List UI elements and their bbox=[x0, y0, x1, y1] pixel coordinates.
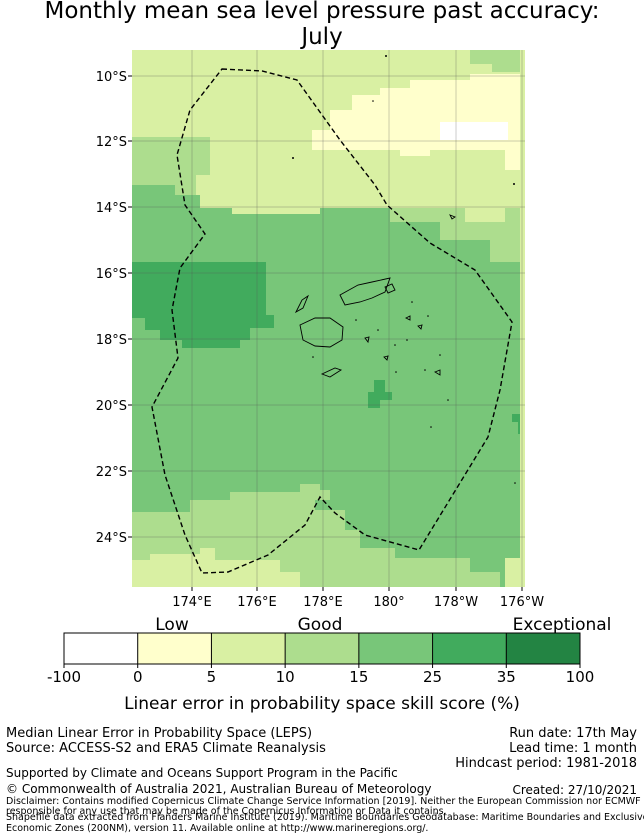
lat-label-14s: 14°S bbox=[96, 201, 127, 216]
lat-label-20s: 20°S bbox=[96, 399, 127, 414]
footer-disclaimer-2: responsible for any use that may be made… bbox=[6, 806, 447, 817]
colorbar-swatch-4 bbox=[358, 633, 433, 664]
lat-label-18s: 18°S bbox=[96, 333, 127, 348]
colorbar: Low Good Exceptional -100 0 5 10 15 25 35 100 L… bbox=[47, 615, 611, 714]
colorbar-ticks bbox=[63, 633, 581, 668]
colorbar-tick-label-0: -100 bbox=[47, 668, 81, 686]
footer-support: Supported by Climate and Oceans Support … bbox=[6, 766, 398, 780]
island-lau-2 bbox=[417, 324, 423, 330]
eez-boundary bbox=[151, 68, 513, 574]
lon-label-176w: 176°W bbox=[500, 595, 544, 610]
lon-label-174e: 174°E bbox=[172, 595, 212, 610]
island-small-3 bbox=[433, 369, 441, 376]
footer-shapefile-1: Shapefile data extracted from Flanders M… bbox=[6, 812, 644, 823]
footer-disclaimer-1: Disclaimer: Contains modified Copernicus… bbox=[6, 796, 644, 807]
skill-region-green-patch bbox=[368, 380, 392, 408]
lat-label-16s: 16°S bbox=[96, 267, 127, 282]
colorbar-category-good: Good bbox=[298, 615, 343, 635]
colorbar-category-exceptional: Exceptional bbox=[513, 615, 612, 635]
island-viti-levu bbox=[299, 317, 344, 348]
island-kadavu bbox=[320, 367, 343, 378]
island-lau-1 bbox=[404, 315, 411, 321]
lat-label-24s: 24°S bbox=[96, 531, 127, 546]
colorbar-swatch-0 bbox=[64, 633, 138, 664]
footer-run-date: Run date: 17th May bbox=[509, 726, 637, 741]
footer-source: Source: ACCESS-S2 and ERA5 Climate Reana… bbox=[6, 741, 326, 756]
map-panel: 10°S 12°S 14°S 16°S 18°S 20°S 22°S 24°S … bbox=[96, 50, 544, 610]
skill-region-pale-south bbox=[132, 548, 300, 587]
axis-ticks bbox=[128, 75, 523, 591]
colorbar-swatch-5 bbox=[432, 633, 507, 664]
island-small-1 bbox=[364, 336, 370, 344]
colorbar-outline bbox=[63, 632, 581, 665]
skill-region-light-west bbox=[132, 137, 210, 195]
footer-lead-time: Lead time: 1 month bbox=[509, 741, 637, 756]
colorbar-swatch-6 bbox=[506, 633, 580, 664]
island-small-4 bbox=[449, 214, 456, 220]
lon-label-178w: 178°W bbox=[434, 595, 478, 610]
colorbar-tick-label-4: 15 bbox=[349, 668, 368, 686]
colorbar-category-low: Low bbox=[155, 615, 189, 635]
island-small-2 bbox=[383, 355, 389, 361]
colorbar-swatch-1 bbox=[137, 633, 212, 664]
map-gridlines bbox=[132, 50, 525, 587]
colorbar-swatch-2 bbox=[211, 633, 286, 664]
chart-title-line-1: Monthly mean sea level pressure past acc… bbox=[44, 0, 600, 24]
footer-created: Created: 27/10/2021 bbox=[512, 783, 637, 797]
island-yasawa bbox=[294, 294, 309, 314]
lat-label-12s: 12°S bbox=[96, 135, 127, 150]
colorbar-tick-label-5: 25 bbox=[423, 668, 442, 686]
island-taveuni bbox=[384, 283, 396, 294]
lon-label-180: 180° bbox=[373, 595, 404, 610]
skill-region-light-east bbox=[390, 208, 525, 262]
colorbar-tick-label-2: 5 bbox=[207, 668, 217, 686]
skill-region-yellow-north bbox=[312, 74, 525, 170]
colorbar-axis-label: Linear error in probability space skill … bbox=[124, 694, 520, 714]
skill-region-pale-east-strip bbox=[520, 50, 525, 587]
footer-copyright: © Commonwealth of Australia 2021, Austra… bbox=[6, 782, 432, 796]
colorbar-tick-label-6: 35 bbox=[497, 668, 516, 686]
footer-hindcast: Hindcast period: 1981-2018 bbox=[455, 756, 637, 771]
lat-label-22s: 22°S bbox=[96, 465, 127, 480]
skill-region-white bbox=[440, 122, 508, 140]
colorbar-swatches bbox=[64, 633, 580, 664]
footer-method: Median Linear Error in Probability Space… bbox=[6, 726, 313, 741]
skill-region-green-west bbox=[132, 262, 274, 348]
fiji-islands bbox=[294, 214, 456, 378]
lat-label-10s: 10°S bbox=[96, 70, 127, 85]
colorbar-tick-label-7: 100 bbox=[566, 668, 595, 686]
colorbar-tick-label-1: 0 bbox=[133, 668, 143, 686]
skill-region-light-northeast bbox=[470, 50, 525, 72]
island-vanua-levu bbox=[339, 277, 391, 306]
lon-label-178e: 178°E bbox=[303, 595, 343, 610]
colorbar-tick-label-3: 10 bbox=[276, 668, 295, 686]
colorbar-swatch-3 bbox=[285, 633, 359, 664]
chart-title-line-2: July bbox=[301, 24, 343, 50]
footer-shapefile-2: Economic Zones (200NM), version 11. Avai… bbox=[6, 823, 429, 834]
island-dots bbox=[292, 55, 516, 484]
lon-label-176e: 176°E bbox=[237, 595, 277, 610]
